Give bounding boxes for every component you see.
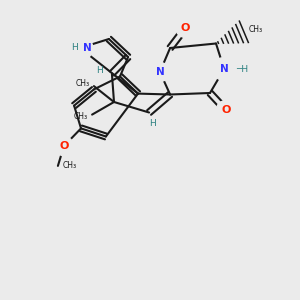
Circle shape: [213, 58, 236, 80]
Text: N: N: [83, 43, 92, 53]
Text: H: H: [149, 118, 155, 127]
Text: O: O: [221, 105, 231, 115]
Text: H: H: [97, 66, 103, 75]
Circle shape: [150, 62, 170, 82]
Circle shape: [176, 18, 195, 38]
Text: O: O: [181, 23, 190, 33]
Text: CH₃: CH₃: [75, 79, 89, 88]
Text: CH₃: CH₃: [74, 112, 88, 121]
Text: O: O: [59, 141, 69, 151]
Text: H: H: [71, 44, 78, 52]
Text: N: N: [220, 64, 229, 74]
Text: CH₃: CH₃: [249, 25, 263, 34]
Text: ─H: ─H: [236, 64, 248, 74]
Circle shape: [54, 136, 74, 156]
Text: N: N: [155, 67, 164, 77]
Circle shape: [216, 100, 236, 120]
Text: CH₃: CH₃: [62, 161, 76, 170]
Circle shape: [68, 35, 93, 61]
